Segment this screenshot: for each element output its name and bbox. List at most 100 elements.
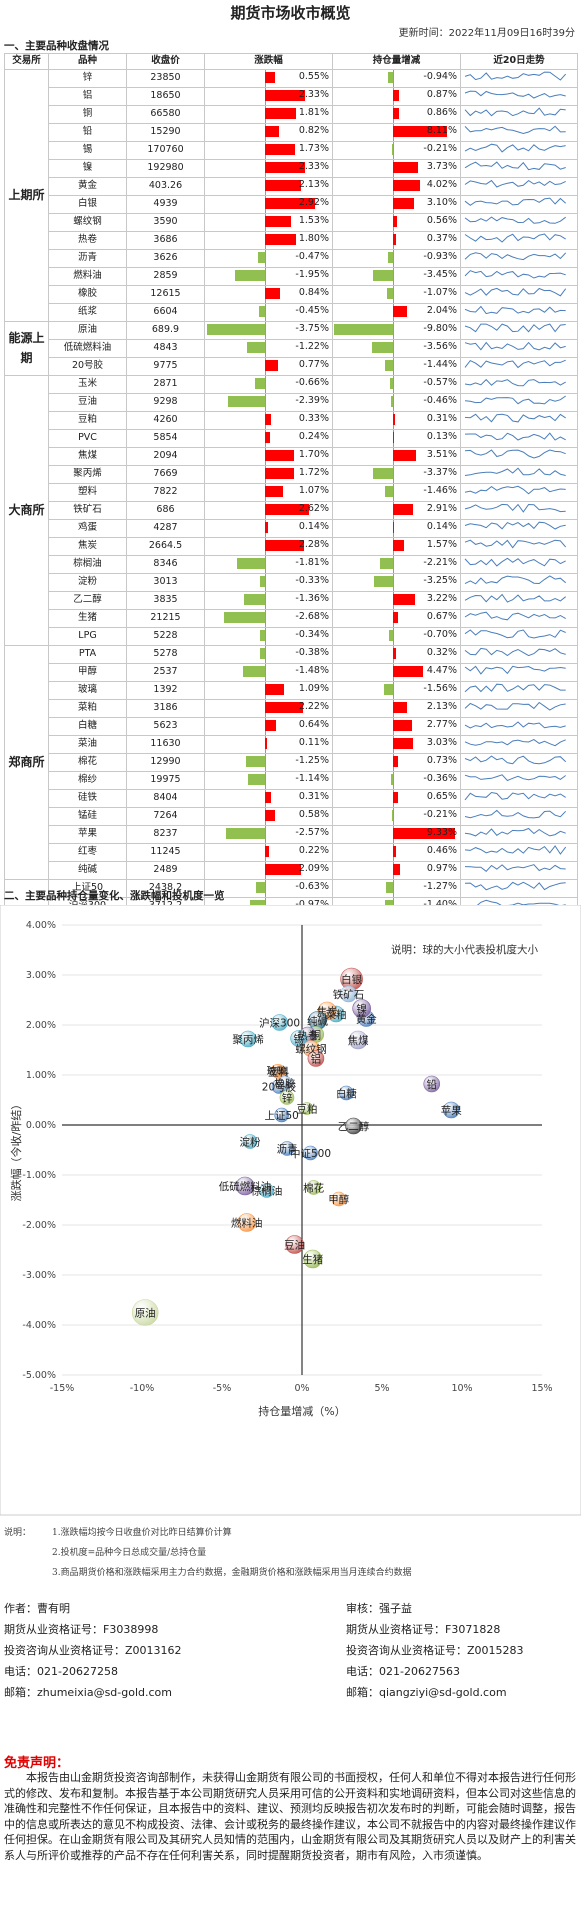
- sparkline: [464, 809, 567, 818]
- trend-cell: [460, 140, 578, 160]
- change-cell: 0.31%: [204, 788, 333, 808]
- value-text: 0.77%: [298, 358, 329, 370]
- trend-cell: [460, 320, 578, 340]
- bubble-label: 塑料: [268, 1066, 289, 1079]
- bubble-label: 白糖: [336, 1087, 357, 1100]
- oi-change-cell: -0.21%: [332, 806, 461, 826]
- value-text: -1.81%: [295, 556, 329, 568]
- change-cell: 0.64%: [204, 716, 333, 736]
- value-bar: [393, 863, 400, 875]
- trend-cell: [460, 212, 578, 232]
- change-cell: 0.58%: [204, 806, 333, 826]
- value-text: 0.55%: [298, 70, 329, 82]
- price-cell: 66580: [126, 104, 205, 124]
- price-cell: 9298: [126, 392, 205, 412]
- value-text: 0.64%: [298, 718, 329, 730]
- header-0: 交易所: [4, 53, 49, 70]
- trend-cell: [460, 104, 578, 124]
- change-cell: -0.33%: [204, 572, 333, 592]
- bubble: [279, 1141, 295, 1156]
- product-cell: 豆油: [48, 392, 127, 412]
- price-cell: 8237: [126, 824, 205, 844]
- table-row: 菜粕 3186 2.22% 2.13%: [5, 698, 578, 718]
- oi-change-cell: -0.36%: [332, 770, 461, 790]
- value-bar: [393, 593, 415, 605]
- change-cell: 1.80%: [204, 230, 333, 250]
- oi-change-cell: -1.44%: [332, 356, 461, 376]
- value-bar: [393, 665, 423, 677]
- product-cell: 玻璃: [48, 680, 127, 700]
- value-text: -1.36%: [295, 592, 329, 604]
- bubble: [303, 1145, 318, 1161]
- change-cell: -1.25%: [204, 752, 333, 772]
- sparkline: [464, 90, 566, 99]
- bubble-label: 焦炭: [317, 1005, 338, 1018]
- price-cell: 1392: [126, 680, 205, 700]
- exchange-cell: 上期所: [4, 68, 49, 322]
- value-bar: [390, 395, 394, 407]
- change-cell: -1.22%: [204, 338, 333, 358]
- price-cell: 689.9: [126, 320, 205, 340]
- value-text: -0.47%: [295, 250, 329, 262]
- trend-cell: [460, 284, 578, 304]
- sparkline: [464, 844, 567, 855]
- trend-cell: [460, 392, 578, 412]
- price-cell: 12990: [126, 752, 205, 772]
- oi-change-cell: 0.13%: [332, 428, 461, 448]
- sparkline: [464, 738, 566, 746]
- author-license: 期货从业资格证号：F3038998: [4, 1623, 159, 1636]
- bubble: [331, 1191, 347, 1207]
- table-row: 豆油 9298 -2.39% -0.46%: [5, 392, 578, 412]
- value-text: -2.21%: [423, 556, 457, 568]
- bubble-label: 镍: [356, 1003, 367, 1016]
- value-bar: [247, 773, 266, 785]
- value-bar: [265, 359, 279, 371]
- value-text: -3.75%: [295, 322, 329, 334]
- oi-change-cell: 0.87%: [332, 86, 461, 106]
- value-bar: [225, 827, 266, 839]
- value-bar: [393, 611, 398, 623]
- price-cell: 9775: [126, 356, 205, 376]
- product-cell: 原油: [48, 320, 127, 340]
- value-text: -3.56%: [423, 340, 457, 352]
- bubble: [259, 1183, 274, 1198]
- change-cell: -0.38%: [204, 644, 333, 664]
- value-bar: [207, 323, 266, 335]
- oi-change-cell: 8.11%: [332, 122, 461, 142]
- bubble: [352, 999, 371, 1018]
- value-text: 2.13%: [426, 700, 457, 712]
- trend-cell: [460, 572, 578, 592]
- value-text: -0.57%: [423, 376, 457, 388]
- value-text: -1.95%: [295, 268, 329, 280]
- trend-cell: [460, 554, 578, 574]
- value-text: 1.70%: [298, 448, 329, 460]
- change-cell: 1.07%: [204, 482, 333, 502]
- product-cell: 橡胶: [48, 284, 127, 304]
- oi-change-cell: -1.27%: [332, 878, 461, 898]
- trend-cell: [460, 662, 578, 682]
- bubble-label: 铅: [427, 1078, 438, 1091]
- product-cell: 铝: [48, 86, 127, 106]
- value-text: 4.02%: [426, 178, 457, 190]
- value-bar: [265, 107, 296, 119]
- table-row: 螺纹钢 3590 1.53% 0.56%: [5, 212, 578, 232]
- oi-change-cell: -0.70%: [332, 626, 461, 646]
- price-cell: 4287: [126, 518, 205, 538]
- bubble-label: 沥青: [277, 1143, 298, 1156]
- value-bar: [237, 557, 266, 569]
- value-bar: [390, 377, 394, 389]
- price-cell: 6604: [126, 302, 205, 322]
- bubble-label: 20号胶: [262, 1081, 297, 1094]
- x-tick-label: -15%: [50, 1383, 75, 1394]
- bubble-label: 低硫燃料油: [219, 1180, 272, 1193]
- author-mail: 邮箱：zhumeixia@sd-gold.com: [4, 1686, 172, 1699]
- reviewer-license: 期货从业资格证号：F3071828: [346, 1623, 501, 1636]
- sparkline: [464, 305, 566, 314]
- table-row: 铅 15290 0.82% 8.11%: [5, 122, 578, 142]
- value-text: -0.70%: [423, 628, 457, 640]
- oi-change-cell: 0.14%: [332, 518, 461, 538]
- table-row: 锡 170760 1.73% -0.21%: [5, 140, 578, 160]
- trend-cell: [460, 770, 578, 790]
- value-text: -0.97%: [295, 898, 329, 910]
- bubble-label: 锡: [293, 1033, 304, 1046]
